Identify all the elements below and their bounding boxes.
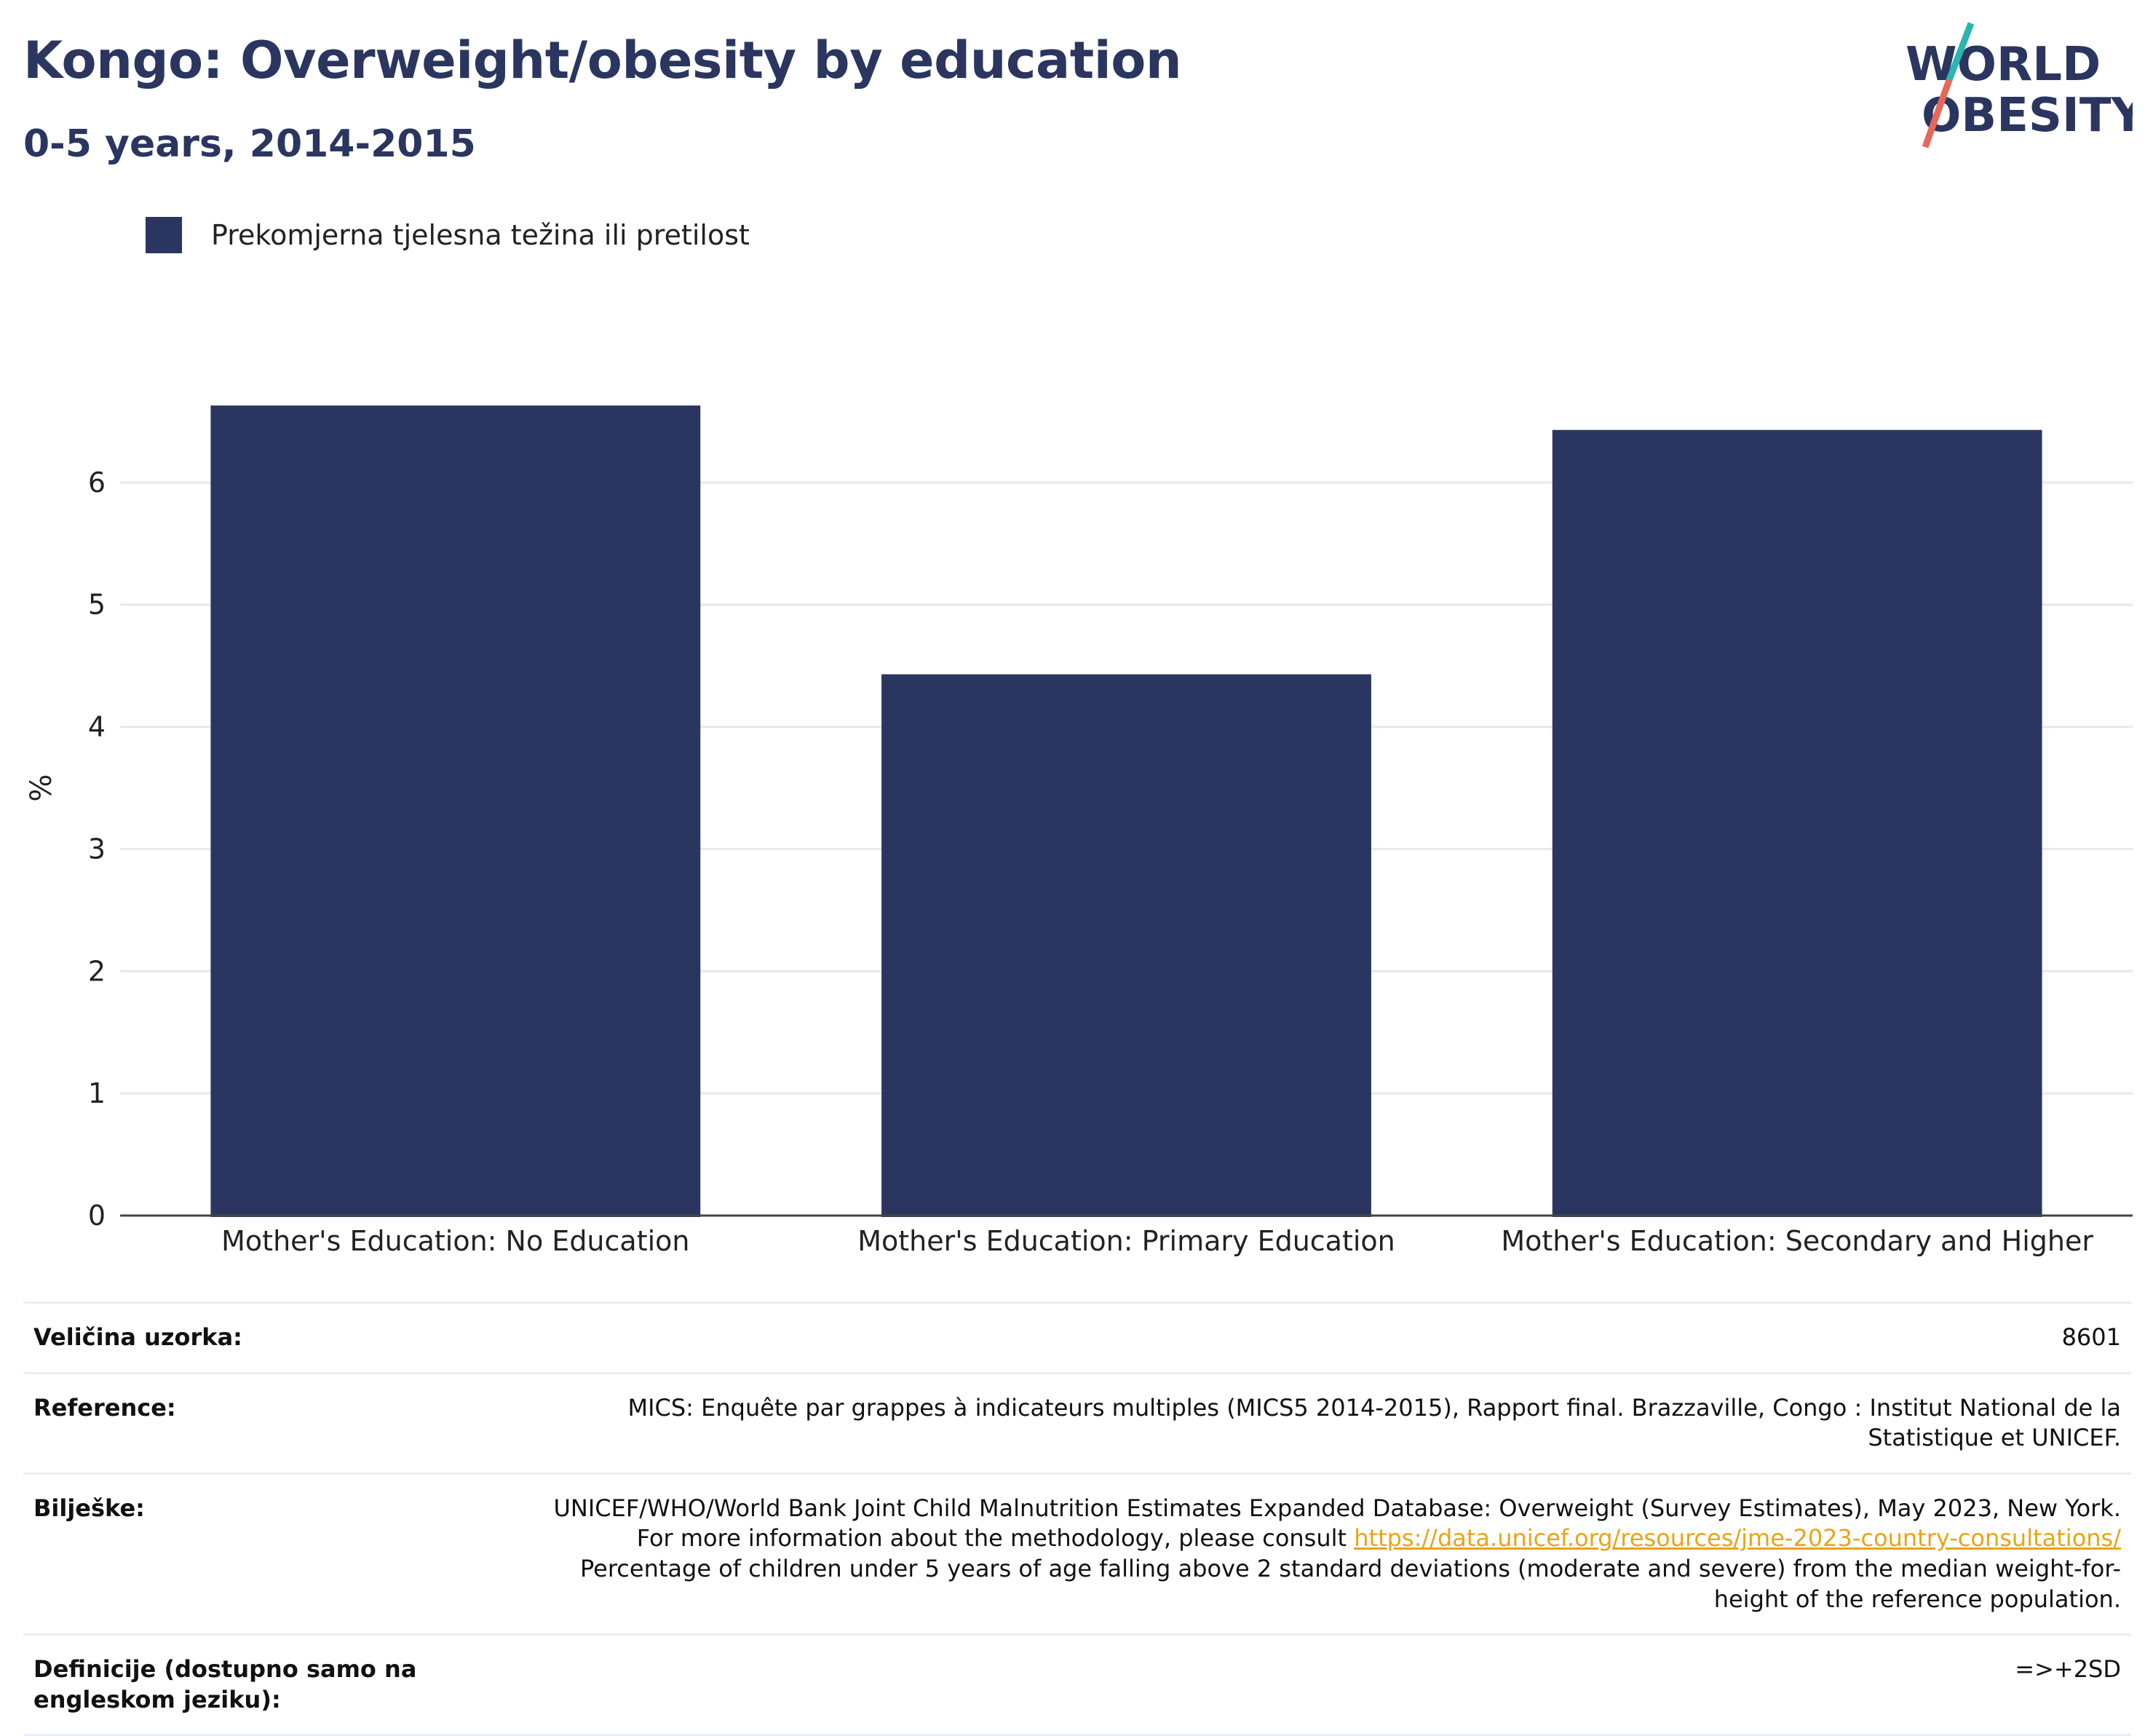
- bar: [1552, 429, 2042, 1217]
- meta-row-notes: Bilješke: UNICEF/WHO/World Bank Joint Ch…: [23, 1472, 2131, 1633]
- x-tick-label: Mother's Education: Secondary and Higher: [1501, 1225, 2093, 1257]
- y-tick-label: 5: [88, 589, 106, 621]
- meta-key: Definicije (dostupno samo na engleskom j…: [33, 1655, 417, 1713]
- y-tick-label: 0: [88, 1200, 106, 1232]
- meta-value: UNICEF/WHO/World Bank Joint Child Malnut…: [536, 1494, 2122, 1614]
- meta-value: =>+2SD: [2015, 1655, 2121, 1684]
- notes-text-post: Percentage of children under 5 years of …: [580, 1554, 2121, 1613]
- meta-key: Veličina uzorka:: [33, 1323, 242, 1351]
- x-tick-label: Mother's Education: Primary Education: [857, 1225, 1395, 1257]
- y-tick-label: 6: [88, 467, 106, 499]
- notes-text-pre: UNICEF/WHO/World Bank Joint Child Malnut…: [553, 1494, 2122, 1553]
- meta-value: MICS: Enquête par grappes à indicateurs …: [627, 1393, 2121, 1452]
- meta-row-sample-size: Veličina uzorka: 8601: [23, 1301, 2131, 1372]
- svg-text:WORLD: WORLD: [1906, 38, 2101, 92]
- y-tick-label: 4: [88, 711, 106, 743]
- y-axis-label: %: [25, 774, 58, 801]
- chart-title: Kongo: Overweight/obesity by education: [23, 31, 1182, 90]
- methodology-link[interactable]: https://data.unicef.org/resources/jme-20…: [1354, 1524, 2121, 1553]
- bar-chart: 0 1 2 3 4 5 6% Mother's Education: No Education…: [25, 405, 2133, 1257]
- y-tick-label: 3: [88, 833, 106, 865]
- meta-value: 8601: [2061, 1323, 2121, 1351]
- legend-swatch: [146, 217, 182, 253]
- world-obesity-logo: WORLD OBESITY: [1906, 22, 2133, 148]
- bar: [210, 405, 701, 1217]
- legend-label: Prekomjerna tjelesna težina ili pretilos…: [211, 219, 750, 251]
- y-tick-label: 1: [88, 1077, 106, 1109]
- svg-text:OBESITY: OBESITY: [1922, 89, 2133, 143]
- meta-key: Bilješke:: [33, 1494, 145, 1522]
- bar: [881, 674, 1371, 1217]
- x-tick-label: Mother's Education: No Education: [221, 1225, 689, 1257]
- chart-subtitle: 0-5 years, 2014-2015: [23, 122, 476, 166]
- metadata-table: Veličina uzorka: 8601 Reference: MICS: E…: [23, 1301, 2131, 1736]
- legend: Prekomjerna tjelesna težina ili pretilos…: [146, 217, 750, 253]
- y-tick-label: 2: [88, 955, 106, 987]
- meta-key: Reference:: [33, 1393, 176, 1422]
- meta-row-definitions: Definicije (dostupno samo na engleskom j…: [23, 1633, 2131, 1736]
- meta-row-reference: Reference: MICS: Enquête par grappes à i…: [23, 1371, 2131, 1473]
